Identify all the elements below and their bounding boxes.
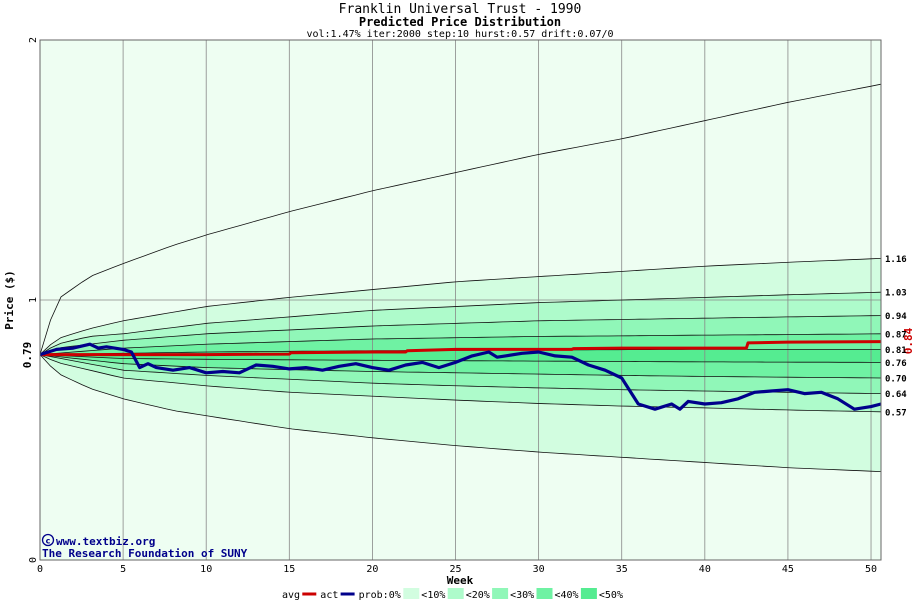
x-tick-label-40: 40 (699, 564, 711, 575)
right-label-0.81: 0.81 (885, 346, 907, 356)
right-label-0.87: 0.87 (885, 330, 907, 340)
percentile-line-p10 (39, 354, 882, 413)
legend-label-band-3: <30% (510, 590, 534, 600)
percentile-line-p80 (39, 291, 882, 355)
legend-swatch-band-2 (447, 588, 464, 599)
x-tick-label-25: 25 (449, 564, 461, 575)
plot-area (39, 39, 882, 561)
percentile-line-p60 (39, 333, 882, 355)
right-label-0.57: 0.57 (885, 408, 907, 418)
legend-label-band-1: <10% (421, 590, 445, 600)
percentile-line-upper (39, 83, 882, 355)
x-tick-label-10: 10 (200, 564, 212, 575)
credit-org: The Research Foundation of SUNY (42, 547, 248, 560)
credit: c www.textbiz.org The Research Foundatio… (41, 533, 248, 560)
legend-label-band-2: <20% (466, 590, 490, 600)
x-tick-label-30: 30 (533, 564, 545, 575)
start-value-label: 0.79 (21, 342, 34, 369)
right-label-0.70: 0.70 (885, 375, 907, 385)
right-label-0.94: 0.94 (885, 312, 907, 322)
y-tick-label-2: 2 (28, 37, 39, 43)
x-tick-label-5: 5 (120, 564, 126, 575)
copyright-icon (41, 533, 55, 547)
legend-label-act: act (320, 590, 338, 600)
percentile-line-p20 (39, 354, 882, 394)
band-p90-p80 (40, 258, 881, 355)
end-value-label: 0.84 (902, 327, 915, 354)
right-percentile-labels: 1.16 1.03 0.94 0.87 0.81 0.76 0.70 0.64 0.57 (885, 255, 907, 418)
right-label-0.76: 0.76 (885, 359, 907, 369)
x-tick-label-35: 35 (616, 564, 628, 575)
x-tick-label-0: 0 (37, 564, 43, 575)
y-tick-label-1: 1 (28, 297, 39, 303)
series-line-avg (40, 340, 882, 357)
legend-swatch-band-4 (536, 588, 553, 599)
credit-url: www.textbiz.org (56, 535, 155, 548)
right-label-1.03: 1.03 (885, 289, 907, 299)
band-p10-lower (40, 354, 881, 472)
series-lines (39, 340, 882, 411)
probability-bands (40, 84, 881, 472)
legend: avg act prob:0% <10% <20% <30% <40% <50% (282, 588, 623, 600)
x-tick-label-45: 45 (782, 564, 794, 575)
percentile-line-p30 (39, 354, 882, 379)
copyright-letter-icon: c (46, 537, 51, 546)
plot-border (39, 39, 882, 561)
x-tick-label-50: 50 (865, 564, 877, 575)
y-axis-ticks: 0 1 2 (28, 37, 39, 563)
legend-swatch-band-1 (403, 588, 420, 599)
y-tick-label-0: 0 (28, 557, 39, 563)
chart-params: vol:1.47% iter:2000 step:10 hurst:0.57 d… (306, 29, 613, 40)
x-axis-ticks: 0 5 10 15 20 25 30 35 40 45 50 (37, 564, 877, 575)
right-label-0.64: 0.64 (885, 390, 907, 400)
percentile-line-p70 (39, 315, 882, 355)
band-p40-p30 (40, 354, 881, 378)
series-line-act (39, 342, 882, 411)
x-tick-label-20: 20 (366, 564, 378, 575)
legend-label-band-4: <40% (555, 590, 579, 600)
legend-label-band-5: <50% (599, 590, 623, 600)
band-p20-p10 (40, 354, 881, 412)
chart-title: Franklin Universal Trust - 1990 (339, 2, 582, 17)
band-p30-p20 (40, 354, 881, 394)
legend-swatch-band-5 (580, 588, 597, 599)
percentile-line-lower (39, 354, 882, 472)
chart-subtitle: Predicted Price Distribution (359, 15, 561, 29)
band-p70-p60 (40, 315, 881, 355)
band-upper-p90 (40, 84, 881, 355)
legend-label-avg: avg (282, 590, 300, 600)
band-p50-p40 (40, 349, 881, 363)
x-tick-label-15: 15 (283, 564, 295, 575)
legend-swatch-band-3 (492, 588, 509, 599)
y-axis-label: Price ($) (3, 270, 16, 330)
legend-label-band-0: prob:0% (359, 590, 401, 600)
x-axis-label: Week (447, 574, 474, 587)
percentile-line-p90 (39, 258, 882, 355)
band-p80-p70 (40, 292, 881, 355)
right-label-1.16: 1.16 (885, 255, 907, 265)
